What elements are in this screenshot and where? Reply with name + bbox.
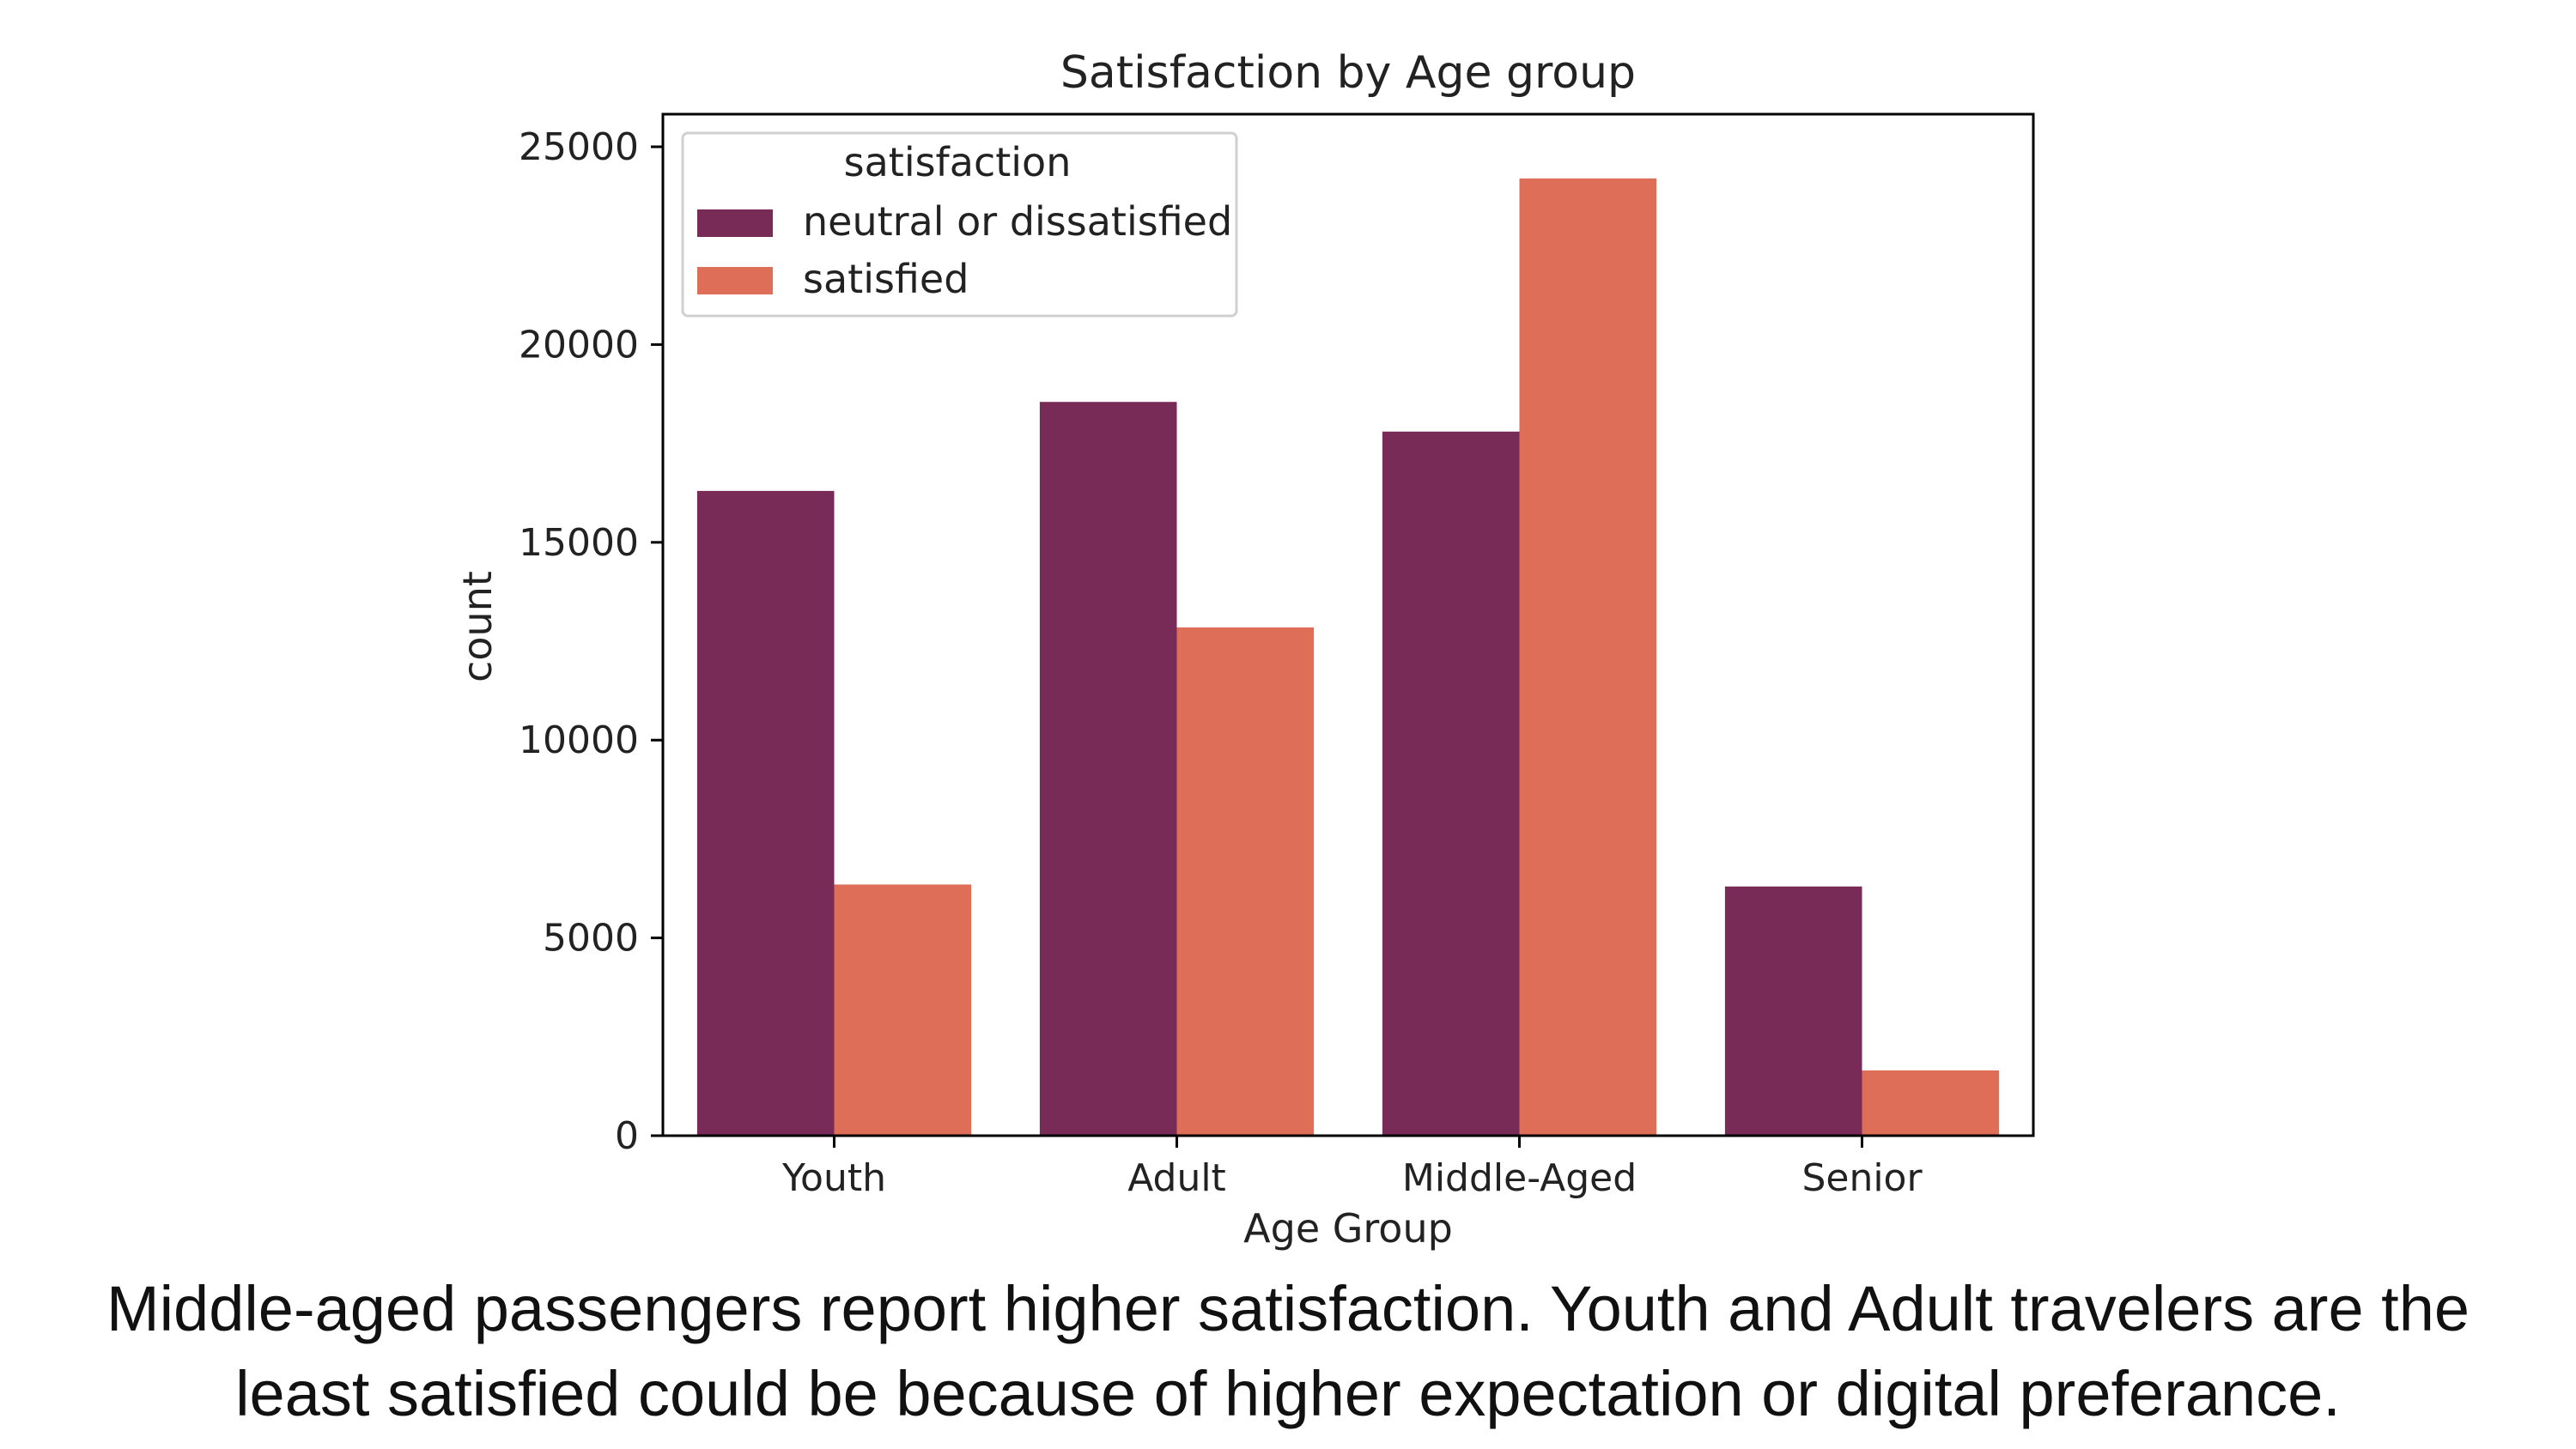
x-tick-label: Middle-Aged bbox=[1402, 1156, 1637, 1200]
legend: satisfaction neutral or dissatisfied sat… bbox=[681, 131, 1238, 318]
x-tick-label: Youth bbox=[781, 1156, 886, 1200]
x-tick-label: Adult bbox=[1127, 1156, 1226, 1200]
y-axis-label: count bbox=[454, 571, 501, 682]
legend-swatch-satisfied bbox=[697, 267, 773, 294]
bar-youth-neutral-or-dissatisfied bbox=[696, 490, 835, 1136]
legend-label-neutral-or-dissatisfied: neutral or dissatisfied bbox=[803, 198, 1232, 245]
caption-line-2: least satisfied could be because of high… bbox=[235, 1358, 2341, 1429]
legend-box bbox=[681, 131, 1238, 318]
legend-swatch-neutral-or-dissatisfied bbox=[697, 209, 773, 237]
bar-senior-satisfied bbox=[1862, 1070, 2000, 1136]
bar-adult-neutral-or-dissatisfied bbox=[1039, 402, 1177, 1136]
x-axis-label: Age Group bbox=[1243, 1205, 1453, 1252]
y-tick-label: 15000 bbox=[519, 521, 639, 565]
chart-title: Satisfaction by Age group bbox=[1060, 47, 1636, 99]
x-tick-label: Senior bbox=[1801, 1156, 1923, 1200]
bar-middle-aged-satisfied bbox=[1519, 178, 1657, 1136]
y-tick-label: 25000 bbox=[519, 125, 639, 169]
plot-frame bbox=[661, 112, 2035, 1137]
bar-adult-satisfied bbox=[1176, 627, 1315, 1136]
legend-label-satisfied: satisfied bbox=[803, 256, 969, 302]
y-tick-label: 10000 bbox=[519, 718, 639, 762]
bar-senior-neutral-or-dissatisfied bbox=[1724, 886, 1862, 1136]
y-tick-label: 5000 bbox=[543, 917, 639, 961]
legend-title: satisfaction bbox=[844, 139, 1072, 185]
bar-middle-aged-neutral-or-dissatisfied bbox=[1382, 431, 1520, 1136]
x-axis: Youth Adult Middle-Aged Senior bbox=[781, 1136, 1923, 1200]
caption-line-1: Middle-aged passengers report higher sat… bbox=[106, 1273, 2470, 1344]
chart-caption: Middle-aged passengers report higher sat… bbox=[0, 1266, 2576, 1436]
bar-youth-satisfied bbox=[834, 884, 972, 1136]
y-tick-label: 20000 bbox=[519, 323, 639, 367]
y-axis: 0 5000 10000 15000 20000 25000 bbox=[519, 125, 663, 1158]
y-tick-label: 0 bbox=[615, 1114, 639, 1158]
bars-layer bbox=[696, 178, 2000, 1136]
